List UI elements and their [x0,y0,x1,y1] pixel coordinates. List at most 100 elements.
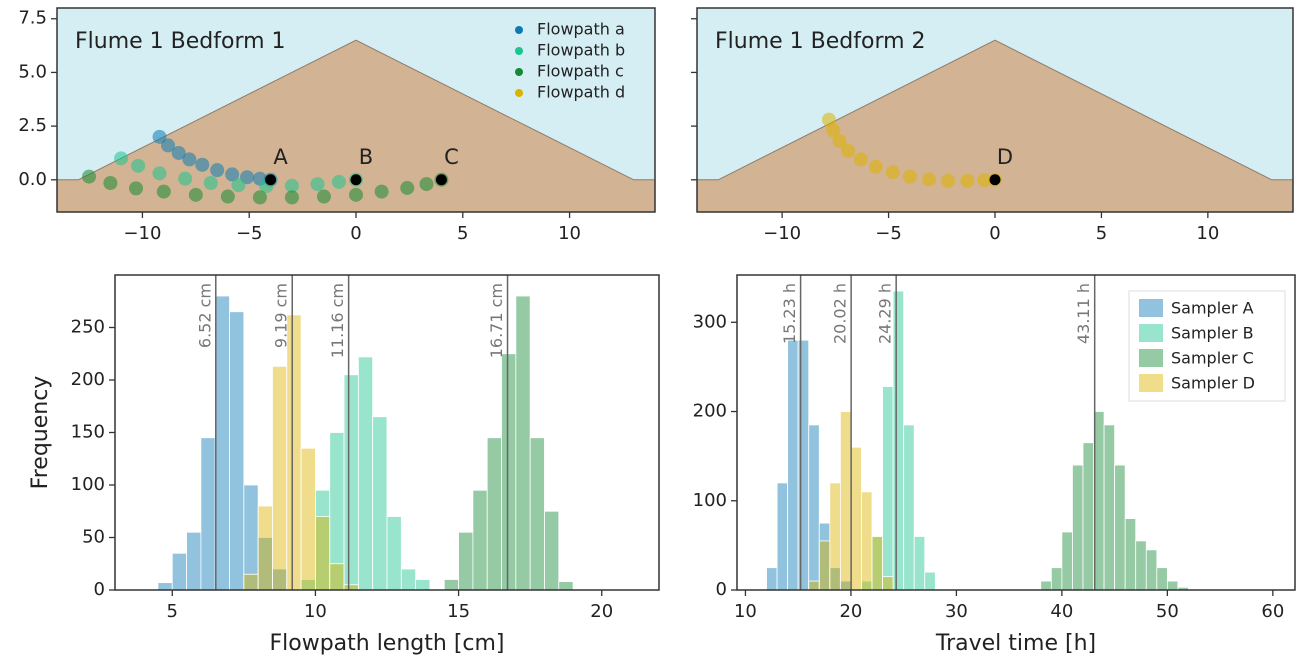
bedform [697,40,1293,212]
y-tick-label: 7.5 [18,8,47,29]
flowpath-point [316,189,331,204]
sampler-point [989,174,1001,186]
histogram-bar [903,424,915,591]
histogram-bar [861,491,873,591]
y-tick-label: 250 [71,317,105,338]
y-tick-label: 200 [693,401,727,422]
sampler-label: A [273,145,288,169]
histogram-bar [924,571,936,591]
histogram-bar [300,447,316,591]
panel-title: Flume 1 Bedform 2 [715,29,926,54]
flowpath-point [841,143,856,158]
x-tick-label: 5 [1096,223,1107,244]
histogram-bar [913,536,926,591]
y-tick-label: 300 [693,311,727,332]
flowpath-point [171,145,186,160]
legend-patch [1139,299,1163,317]
flowpath-point [131,158,146,173]
histogram-bar [357,356,374,591]
legend-label: Flowpath a [537,20,625,39]
flowpath-point [832,134,847,149]
histogram-bar [272,365,288,591]
legend-marker [515,68,523,76]
y-tick-label: 150 [71,422,105,443]
x-tick-label: 20 [839,601,862,622]
x-tick-label: 5 [167,601,178,622]
median-label: 6.52 cm [195,283,214,348]
median-label: 11.16 cm [328,283,347,358]
x-tick-label: 10 [558,223,581,244]
median-label: 9.19 cm [272,283,291,348]
bedform-outline [697,39,1293,181]
histogram-bar [1124,518,1137,591]
panel: 15.23 h 20.02 h 24.29 h 43.11 h Sampler A Sam… [693,274,1296,656]
legend-patch [1139,349,1163,367]
sampler-point [435,174,447,186]
x-tick-label: 30 [945,601,968,622]
histogram-bar [386,516,402,591]
histogram-bar [400,568,417,591]
x-tick-label: 10 [304,601,327,622]
flowpath-point [885,165,900,180]
x-tick-label: 40 [1050,601,1073,622]
histogram-bar [892,290,905,591]
x-tick-label: −5 [875,223,902,244]
x-tick-label: −5 [236,223,263,244]
histogram-bar [472,489,488,591]
histogram-bar [343,584,359,591]
flowpath-point [826,123,841,138]
legend-label: Sampler B [1171,324,1254,343]
histogram-bar [1072,464,1084,591]
flowpath-point [231,178,246,193]
histogram-bar [529,437,545,591]
flowpath-point [902,169,917,184]
median-label: 43.11 h [1074,283,1093,344]
flowpath-point [349,187,363,202]
flowpath-point [195,157,210,172]
flowpath-point [977,173,992,188]
flowpath-point [284,190,299,205]
x-tick-label: 60 [1261,601,1284,622]
sampler-label: C [444,145,459,169]
y-tick-label: 0 [94,579,105,600]
flowpath-point [960,173,975,188]
flowpath-point [203,176,218,191]
histogram-bar [229,311,245,591]
histogram-bar [1040,580,1052,591]
histogram-bar [818,540,831,591]
y-axis-label: Frequency [28,376,53,490]
histogram-bar [839,411,852,591]
flowpath-point [210,163,225,178]
histogram-bar [850,446,862,591]
panel: 6.52 cm 9.19 cm 11.16 cm 16.71 cm Flowpath l… [28,274,660,656]
panel: A B C Flume 1 Bedform 1 Flowpath a Flowpath b… [18,7,656,244]
x-tick-label: 50 [1156,601,1179,622]
sampler-point [350,174,362,186]
legend-label: Flowpath d [537,83,625,102]
x-tick-label: −10 [123,223,161,244]
histogram-bar [329,563,345,591]
histogram-bar [214,295,230,591]
x-axis-label: Travel time [h] [935,631,1096,656]
histogram-bar [415,579,431,591]
legend-label: Sampler C [1171,349,1254,368]
flowpath-point [152,129,167,144]
histogram-bar [186,531,202,591]
flowpath-point [220,189,235,204]
median-label: 24.29 h [876,283,895,344]
legend-marker [515,26,523,34]
panel: D Flume 1 Bedform 2 −10 −5 0 5 10 [691,7,1294,244]
panel-title: Flume 1 Bedform 1 [75,29,286,54]
histogram-bar [766,567,778,591]
flowpath-point [419,177,434,192]
legend-patch [1139,324,1163,342]
histogram-bar [808,580,820,591]
y-tick-label: 100 [693,490,727,511]
x-tick-label: 15 [447,601,470,622]
flowpath-point [225,167,240,182]
histogram-bar [776,482,789,591]
histogram-bar [1082,442,1094,591]
histogram-bar [1145,549,1158,591]
x-tick-label: −10 [763,223,801,244]
x-tick-label: 0 [989,223,1000,244]
